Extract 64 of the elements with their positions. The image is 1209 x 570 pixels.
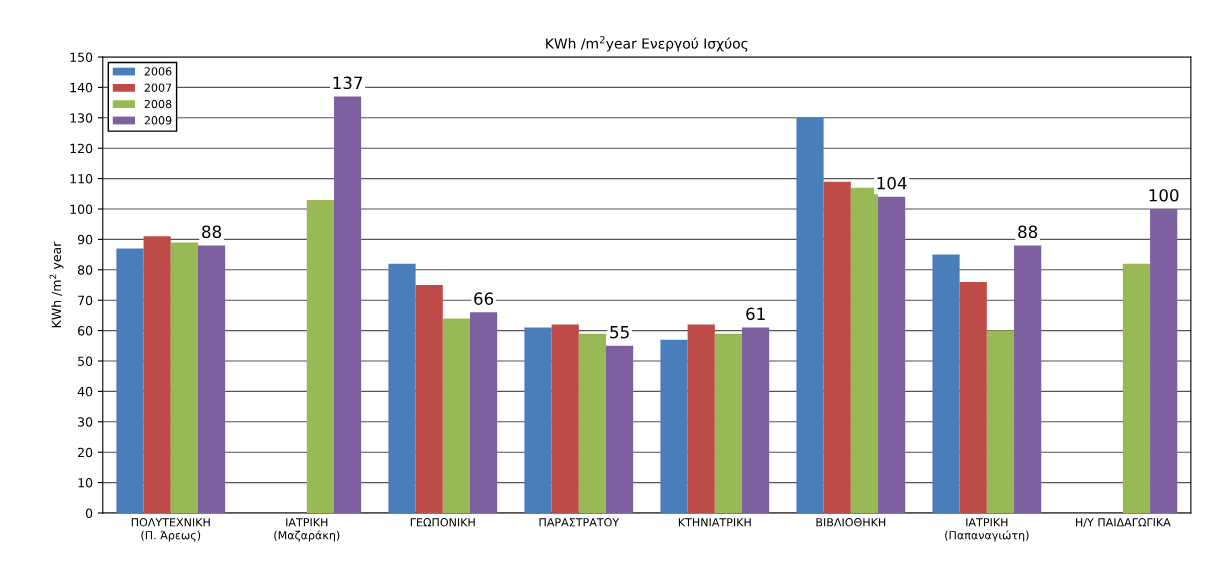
x-tick-label: ΒΙΒΛΙΟΘΗΚΗ xyxy=(816,518,886,527)
y-tick-label: 150 xyxy=(70,52,93,62)
y-tick-label: 50 xyxy=(78,356,93,366)
bar xyxy=(714,333,743,513)
bar xyxy=(959,281,987,513)
y-tick-label: 90 xyxy=(77,234,93,245)
bar xyxy=(660,339,688,513)
y-tick-label: 20 xyxy=(78,447,93,458)
bar xyxy=(415,285,443,513)
bar xyxy=(470,312,498,513)
x-tick-label: ΓΕΩΠΟΝΙΚΗ xyxy=(410,518,475,527)
bar xyxy=(1122,263,1151,513)
legend-label: 2008 xyxy=(144,99,172,109)
y-tick-label: 30 xyxy=(78,417,93,427)
bar xyxy=(524,327,552,513)
data-label: 104 xyxy=(877,176,907,190)
bar xyxy=(116,248,144,513)
bar xyxy=(551,324,579,513)
x-tick-label: Η/Υ ΠΑΙΔΑΓΩΓΙΚΑ xyxy=(1076,518,1171,528)
y-tick-label: 60 xyxy=(78,326,93,336)
y-tick-label: 40 xyxy=(77,386,93,397)
y-tick-label: 0 xyxy=(85,508,93,518)
chart-title: KWh /m$^{2}$year Ενεργού Ισχύος xyxy=(546,36,748,52)
data-label: 55 xyxy=(610,326,629,339)
bar xyxy=(306,199,334,513)
bar xyxy=(170,242,198,513)
y-tick-label: 130 xyxy=(70,113,93,123)
bar xyxy=(388,263,416,513)
x-tick-label: ΙΑΤΡΙΚΗ (Παπαναγιώτη) xyxy=(945,518,1029,542)
bar xyxy=(1150,209,1178,513)
bar xyxy=(333,96,362,513)
bar xyxy=(850,187,879,513)
legend-label: 2007 xyxy=(144,83,172,92)
x-tick-label: ΙΑΤΡΙΚΗ (Μαζαράκη) xyxy=(274,518,340,542)
bar xyxy=(823,181,851,513)
bar xyxy=(143,236,171,513)
bar xyxy=(578,333,607,513)
legend-label: 2009 xyxy=(144,116,172,125)
bar xyxy=(796,117,824,513)
data-label: 88 xyxy=(1018,225,1038,239)
x-tick-label: ΠΟΛΥΤΕΧΝΙΚΗ (Π. Άρεως) xyxy=(131,518,210,542)
bar xyxy=(1014,245,1042,513)
y-tick-label: 140 xyxy=(70,82,93,93)
data-label: 66 xyxy=(474,292,494,305)
bar xyxy=(606,345,634,513)
legend-label: 2006 xyxy=(144,67,172,76)
bar xyxy=(197,245,226,513)
y-axis-title: KWh /m$^{2}$ year xyxy=(49,241,64,328)
data-label: 137 xyxy=(333,76,363,90)
y-tick-label: 80 xyxy=(77,265,93,275)
data-label: 100 xyxy=(1149,189,1179,202)
x-tick-label: ΠΑΡΑΣΤΡΑΤΟΥ xyxy=(539,518,620,527)
y-tick-label: 70 xyxy=(78,295,93,306)
bar xyxy=(932,254,960,513)
bar xyxy=(687,324,715,513)
bar xyxy=(986,330,1015,513)
y-tick-label: 100 xyxy=(70,204,93,214)
y-tick-label: 10 xyxy=(78,478,93,488)
bar xyxy=(442,318,470,513)
data-label: 88 xyxy=(202,225,222,239)
x-tick-label: ΚΤΗΝΙΑΤΡΙΚΗ xyxy=(678,518,751,527)
y-tick-label: 110 xyxy=(70,174,93,184)
data-label: 61 xyxy=(746,307,765,321)
y-tick-label: 120 xyxy=(70,143,93,154)
